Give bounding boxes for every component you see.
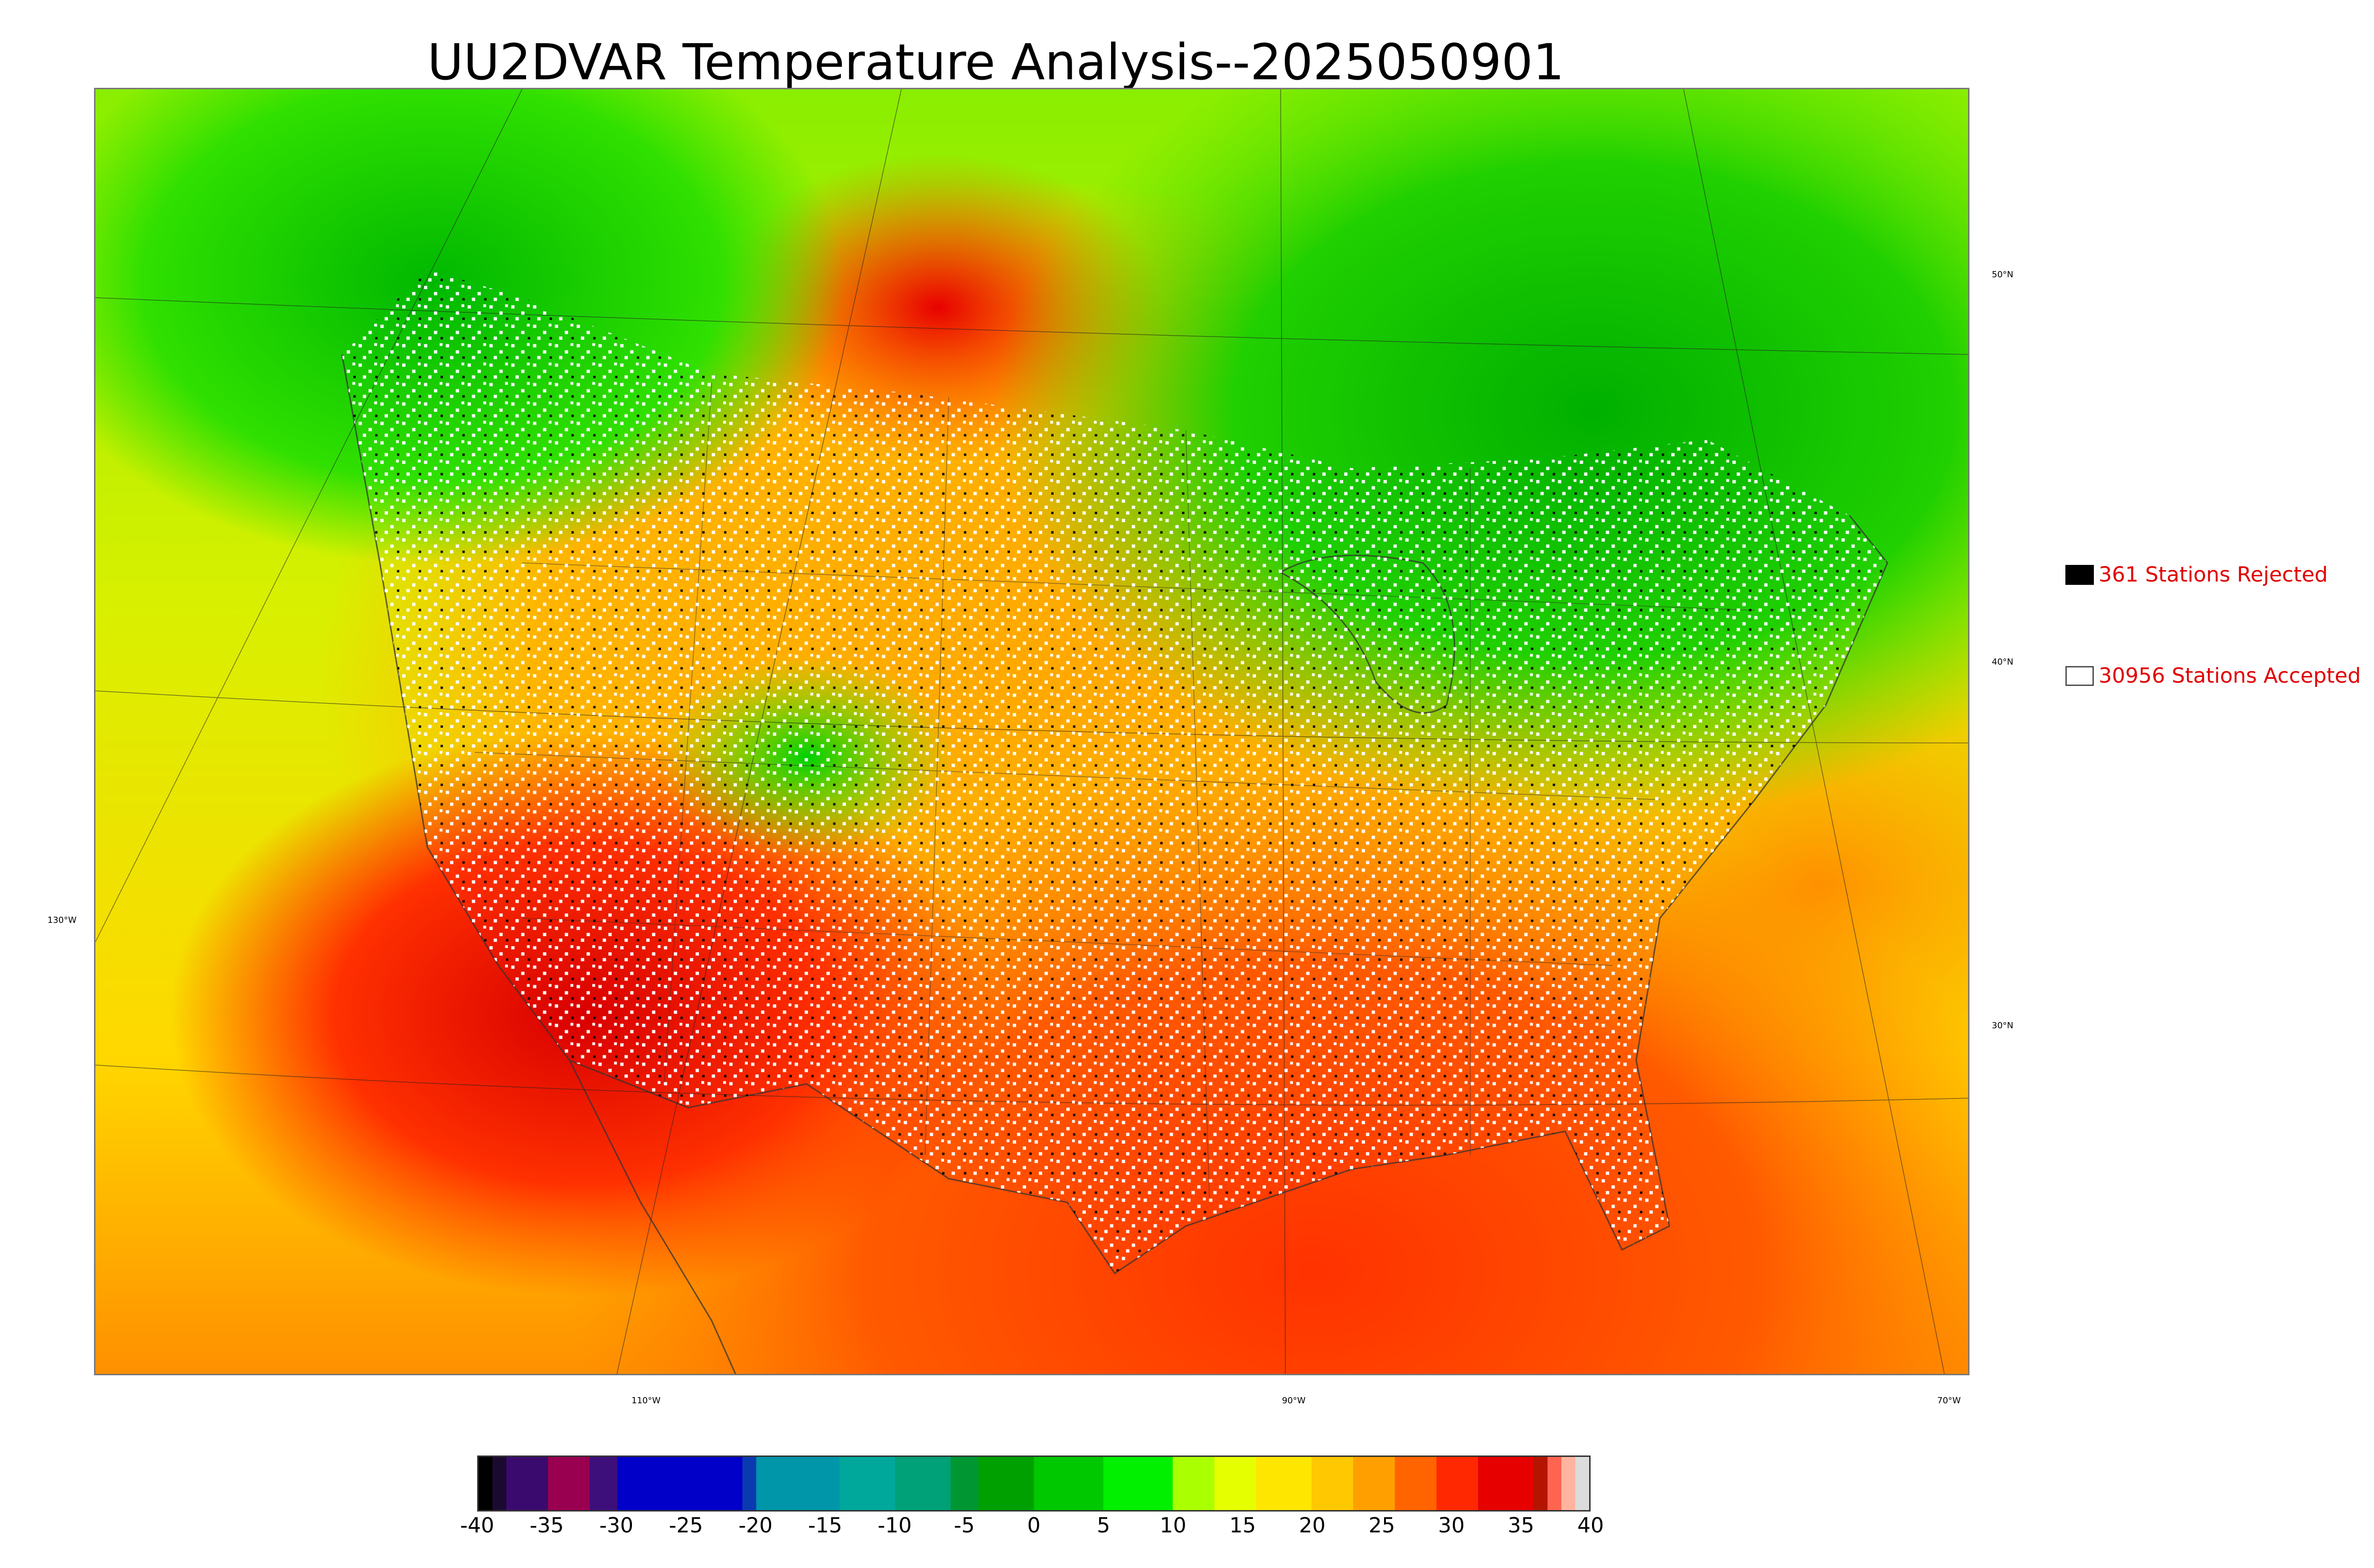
colorbar-tick-label: -25 [669, 1513, 703, 1538]
colorbar-segment [1478, 1457, 1534, 1510]
colorbar-tick-label: 15 [1229, 1513, 1256, 1538]
lat-label-50n: 50°N [1992, 270, 2014, 280]
colorbar-segment [1575, 1457, 1589, 1510]
colorbar-tick-label: -40 [460, 1513, 494, 1538]
colorbar-segment [895, 1457, 951, 1510]
colorbar-segment [1103, 1457, 1173, 1510]
lon-label-70w: 70°W [1937, 1396, 1961, 1406]
colorbar-segment [756, 1457, 840, 1510]
legend-accepted: 30956 Stations Accepted [2065, 664, 2361, 688]
lat-label-30n: 30°N [1992, 1021, 2014, 1031]
colorbar-tick-label: 25 [1368, 1513, 1395, 1538]
colorbar-segment [506, 1457, 548, 1510]
colorbar-segment [492, 1457, 507, 1510]
legend-rejected: 361 Stations Rejected [2065, 563, 2328, 587]
colorbar-segment [1214, 1457, 1256, 1510]
accepted-label: 30956 Stations Accepted [2099, 664, 2361, 688]
colorbar-tick-label: 35 [1507, 1513, 1535, 1538]
graticule-lat-50 [95, 297, 1968, 355]
temperature-map-graphic [95, 89, 1968, 1374]
colorbar-tick-label: 0 [1027, 1513, 1041, 1538]
colorbar-tick-label: -35 [529, 1513, 564, 1538]
colorbar-tick-label: 30 [1438, 1513, 1465, 1538]
baja-coast [569, 1060, 736, 1374]
colorbar-graphic [479, 1457, 1589, 1510]
lon-label-110w: 110°W [631, 1396, 661, 1406]
colorbar-segment [1436, 1457, 1479, 1510]
colorbar-segment [1034, 1457, 1104, 1510]
colorbar-tick-label: -15 [808, 1513, 842, 1538]
colorbar-segment [1394, 1457, 1437, 1510]
colorbar-tick-label: 10 [1159, 1513, 1187, 1538]
colorbar-segment [1311, 1457, 1354, 1510]
colorbar-tick-label: -30 [599, 1513, 634, 1538]
graticule-lon-70 [1683, 89, 1945, 1374]
lon-label-90w: 90°W [1282, 1396, 1306, 1406]
accepted-swatch [2065, 666, 2094, 686]
graticule-lon-130 [95, 89, 523, 942]
rejected-label: 361 Stations Rejected [2099, 563, 2328, 587]
lon-label-130w: 130°W [47, 915, 77, 925]
colorbar-segment [617, 1457, 743, 1510]
colorbar-tick-label: 5 [1097, 1513, 1111, 1538]
colorbar-segment [1534, 1457, 1548, 1510]
lat-label-40n: 40°N [1992, 657, 2014, 667]
colorbar-segment [479, 1457, 493, 1510]
colorbar-segment [1547, 1457, 1562, 1510]
colorbar-segment [1172, 1457, 1215, 1510]
colorbar-segment [951, 1457, 979, 1510]
colorbar-segment [1561, 1457, 1576, 1510]
colorbar-segment [742, 1457, 757, 1510]
colorbar-segment [1256, 1457, 1312, 1510]
colorbar [477, 1455, 1591, 1512]
temperature-map [94, 88, 1969, 1375]
colorbar-segment [839, 1457, 895, 1510]
colorbar-tick-label: -5 [954, 1513, 975, 1538]
rejected-swatch [2065, 564, 2094, 585]
colorbar-tick-label: 20 [1299, 1513, 1326, 1538]
colorbar-tick-label: -10 [877, 1513, 912, 1538]
colorbar-segment [548, 1457, 590, 1510]
colorbar-segment [589, 1457, 618, 1510]
colorbar-tick-label: -20 [738, 1513, 773, 1538]
page-title: UU2DVAR Temperature Analysis--2025050901 [427, 33, 1564, 91]
colorbar-segment [1353, 1457, 1395, 1510]
colorbar-segment [978, 1457, 1034, 1510]
colorbar-tick-label: 40 [1577, 1513, 1604, 1538]
